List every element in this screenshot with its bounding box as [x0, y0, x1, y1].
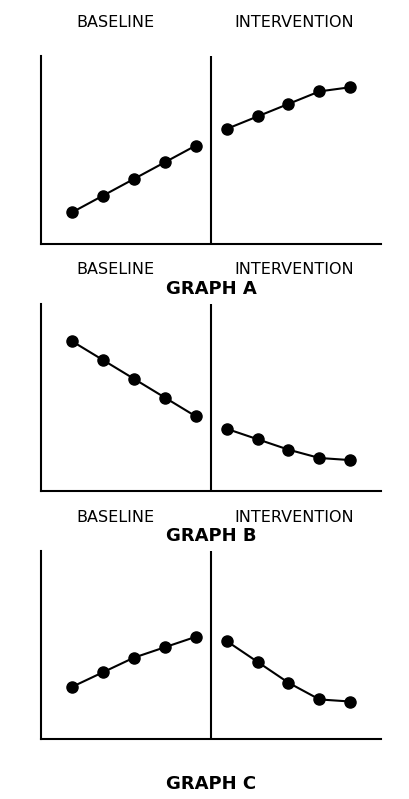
Text: BASELINE: BASELINE: [76, 262, 154, 277]
Text: INTERVENTION: INTERVENTION: [234, 510, 354, 525]
Text: GRAPH C: GRAPH C: [166, 775, 256, 793]
Text: INTERVENTION: INTERVENTION: [234, 262, 354, 277]
Text: GRAPH A: GRAPH A: [165, 280, 256, 298]
Text: INTERVENTION: INTERVENTION: [234, 14, 354, 30]
Text: BASELINE: BASELINE: [76, 510, 154, 525]
Text: GRAPH B: GRAPH B: [166, 527, 256, 546]
Text: BASELINE: BASELINE: [76, 14, 154, 30]
